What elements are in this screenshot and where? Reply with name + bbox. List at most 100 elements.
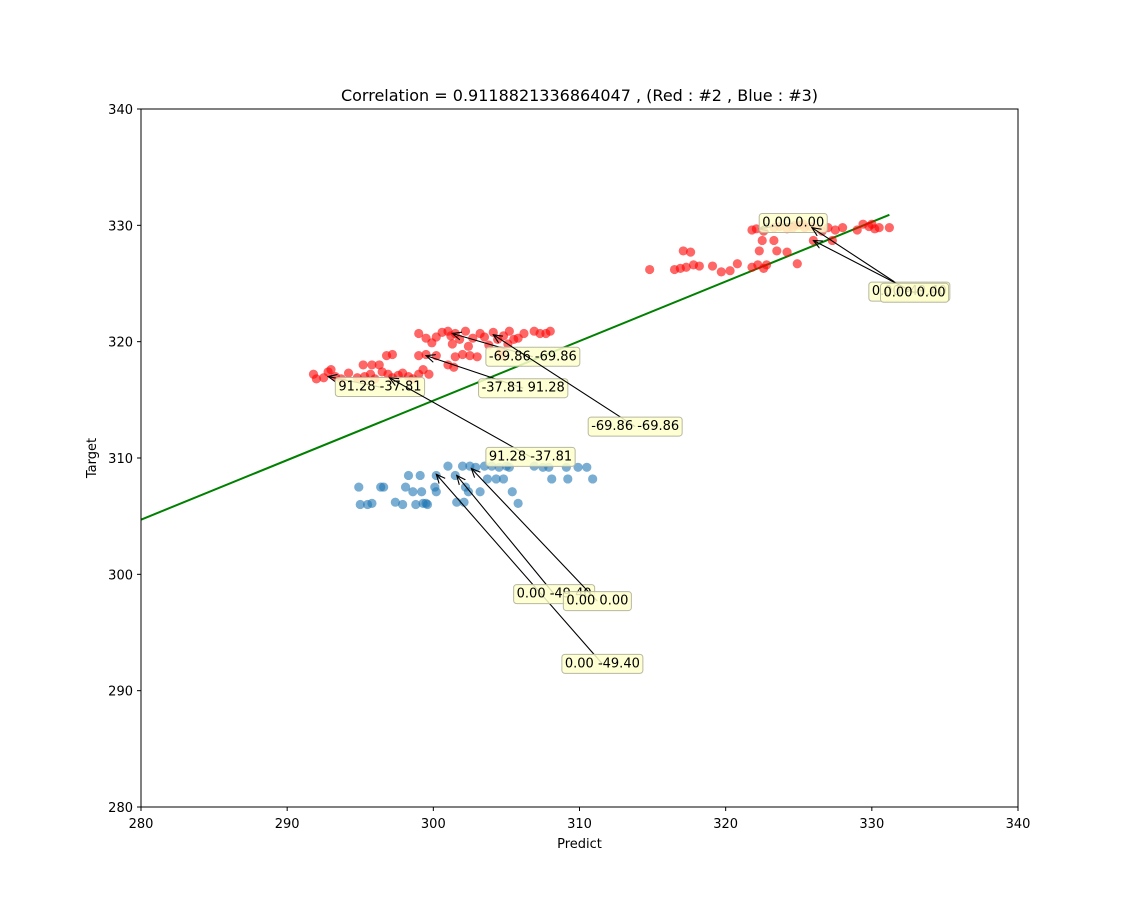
data-point-red	[343, 368, 354, 378]
data-point-red	[326, 364, 336, 375]
data-point-blue	[422, 499, 433, 510]
data-point-blue	[431, 487, 441, 497]
annotation-label: 0.00 -49.40	[565, 656, 640, 671]
x-tick-label: 330	[859, 817, 884, 832]
annotation-box	[561, 653, 644, 674]
annotation-arrow	[493, 335, 636, 428]
annotation-label: 0.00 0.00	[762, 215, 824, 230]
data-point-blue	[573, 462, 583, 472]
annotation-arrow	[436, 474, 603, 665]
data-point-red	[678, 246, 688, 256]
data-point-red	[830, 225, 840, 235]
data-point-red	[463, 341, 474, 351]
data-point-blue	[355, 499, 365, 510]
data-point-blue	[398, 499, 408, 510]
data-point-red	[545, 326, 555, 336]
data-point-red	[852, 225, 862, 235]
data-point-blue	[582, 462, 592, 472]
data-point-blue	[354, 482, 364, 492]
annotation-label: 0.00 0.00	[884, 285, 946, 300]
annotation-arrow	[389, 378, 531, 458]
annotation-box	[880, 282, 950, 303]
data-point-red	[450, 352, 460, 362]
annotation-box	[562, 591, 632, 612]
data-point-red	[838, 223, 848, 233]
data-point-red	[460, 326, 471, 336]
annotation: 0.00 0.00	[813, 240, 950, 303]
data-point-blue	[563, 474, 573, 484]
data-point-red	[685, 247, 696, 257]
data-point-blue	[463, 487, 474, 497]
data-point-blue	[459, 497, 469, 507]
data-point-red	[414, 351, 424, 361]
x-tick-label: 340	[1006, 817, 1031, 832]
annotation-box	[587, 416, 683, 437]
y-axis-label: Target	[85, 438, 100, 479]
data-point-blue	[379, 482, 389, 492]
data-point-blue	[457, 461, 468, 471]
data-point-red	[367, 360, 377, 370]
annotation-arrow	[471, 468, 598, 602]
annotation: 91.28 -37.81	[328, 377, 426, 398]
data-point-red	[694, 261, 704, 271]
data-point-red	[645, 264, 655, 275]
data-point-red	[769, 235, 779, 246]
data-point-red	[519, 328, 529, 339]
data-point-red	[707, 261, 718, 271]
data-point-blue	[400, 482, 411, 492]
data-point-red	[757, 235, 767, 246]
chart-title: Correlation = 0.9118821336864047 , (Red …	[341, 86, 818, 105]
annotation: 0.00 -49.40	[436, 474, 644, 674]
data-point-blue	[403, 470, 414, 481]
data-point-red	[725, 266, 735, 276]
data-point-red	[465, 351, 475, 361]
data-point-blue	[547, 474, 557, 484]
annotations-layer: 91.28 -37.81 -37.81 91.28 -69.86 -69.86 -69…	[328, 212, 951, 674]
data-point-red	[772, 246, 782, 256]
annotation: 0.00 0.00	[471, 468, 632, 612]
data-point-blue	[471, 462, 481, 472]
data-point-red	[421, 349, 431, 360]
data-point-red	[867, 219, 877, 229]
annotation: -69.86 -69.86	[452, 334, 581, 367]
x-axis: 280 290 300 310 320 330 340	[129, 807, 1031, 832]
data-point-red	[387, 349, 398, 360]
data-point-blue	[450, 470, 460, 481]
annotation-arrow	[457, 475, 555, 595]
annotation-box	[485, 446, 576, 467]
data-point-blue	[482, 474, 493, 484]
annotation: -69.86 -69.86	[493, 335, 683, 437]
data-point-blue	[390, 497, 400, 507]
annotation-label: 91.28 -37.81	[489, 449, 572, 464]
annotation-label: -69.86 -69.86	[591, 419, 679, 434]
annotation-arrow	[812, 228, 910, 293]
y-tick-label: 320	[108, 336, 133, 351]
annotation-box	[485, 346, 581, 367]
data-point-red	[732, 259, 742, 269]
annotation-box	[758, 212, 828, 233]
annotation-box	[478, 378, 569, 399]
data-point-red	[884, 223, 894, 233]
data-point-blue	[443, 461, 453, 471]
annotation-label: 0.00 0.00	[566, 594, 628, 609]
plot-area: 91.28 -37.81 -37.81 91.28 -69.86 -69.86 -69…	[140, 108, 1019, 808]
data-point-blue	[417, 487, 427, 497]
data-point-red	[504, 326, 514, 336]
data-point-blue	[498, 474, 509, 484]
data-point-red	[414, 328, 424, 339]
data-point-blue	[588, 474, 598, 484]
y-tick-label: 340	[108, 103, 133, 118]
data-point-red	[457, 349, 468, 360]
annotation: 0.00 0.00	[758, 212, 828, 233]
y-tick-label: 300	[108, 568, 133, 583]
annotation-label: -69.86 -69.86	[489, 349, 577, 364]
x-tick-label: 300	[421, 817, 446, 832]
data-point-red	[479, 332, 490, 342]
data-point-blue	[491, 474, 501, 484]
data-point-red	[424, 369, 434, 379]
annotation-label: -37.81 91.28	[482, 381, 565, 396]
x-axis-label: Predict	[557, 837, 602, 852]
data-point-red	[792, 259, 802, 269]
y-tick-label: 310	[108, 452, 133, 467]
